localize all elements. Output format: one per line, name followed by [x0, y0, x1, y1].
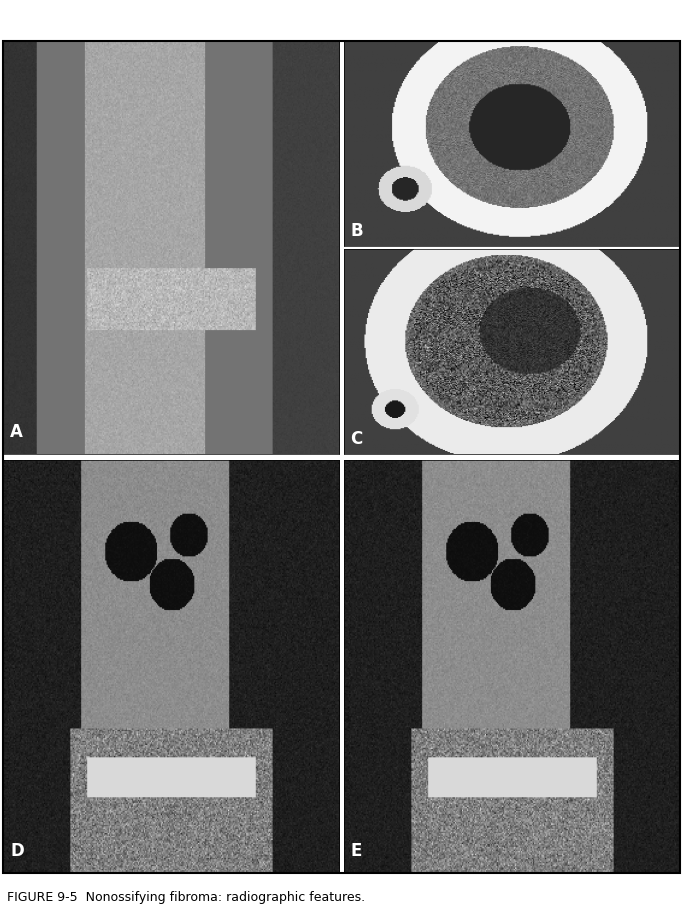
- Text: C: C: [350, 430, 363, 447]
- Text: FIGURE 9-5  Nonossifying fibroma: radiographic features.: FIGURE 9-5 Nonossifying fibroma: radiogr…: [7, 892, 365, 904]
- Text: A: A: [10, 424, 23, 441]
- Text: D: D: [10, 843, 24, 860]
- Text: B: B: [350, 222, 363, 240]
- Text: E: E: [350, 843, 361, 860]
